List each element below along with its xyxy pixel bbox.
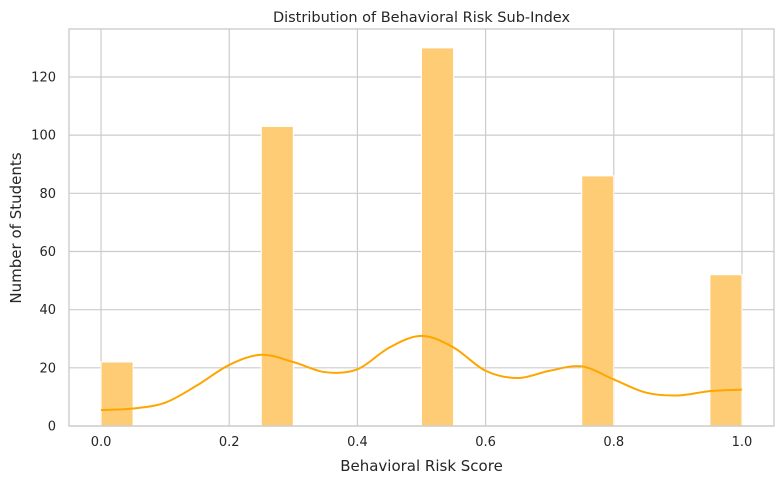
- spine-layer: [68, 28, 775, 427]
- x-tick-label: 0.6: [475, 435, 496, 450]
- chart-title: Distribution of Behavioral Risk Sub-Inde…: [273, 10, 571, 26]
- y-tick-label: 20: [39, 361, 56, 376]
- x-tick-label: 0.8: [603, 435, 624, 450]
- ticks-layer: 0.0 0.2 0.4 0.6 0.8 1.0 0 20 40 60 80 100 120: [31, 70, 752, 450]
- plot-frame: [68, 28, 775, 427]
- bars-layer: [100, 47, 743, 427]
- kde-layer: [101, 334, 742, 411]
- histogram-bar: [581, 175, 615, 427]
- y-tick-label: 80: [39, 187, 56, 202]
- histogram-bar: [100, 361, 134, 427]
- y-tick-label: 40: [39, 303, 56, 318]
- y-tick-label: 100: [31, 129, 56, 144]
- x-tick-label: 1.0: [732, 435, 753, 450]
- kde-line: [101, 334, 742, 411]
- histogram-bar: [421, 47, 455, 427]
- y-tick-label: 0: [48, 420, 56, 435]
- y-tick-label: 60: [39, 245, 56, 260]
- y-axis-label: Number of Students: [7, 152, 25, 303]
- x-tick-label: 0.0: [91, 435, 112, 450]
- y-tick-label: 120: [31, 70, 56, 85]
- histogram-bar: [709, 274, 743, 427]
- x-axis-label: Behavioral Risk Score: [340, 457, 503, 475]
- histogram-bar: [260, 125, 294, 427]
- x-tick-label: 0.2: [219, 435, 240, 450]
- x-tick-label: 0.4: [347, 435, 368, 450]
